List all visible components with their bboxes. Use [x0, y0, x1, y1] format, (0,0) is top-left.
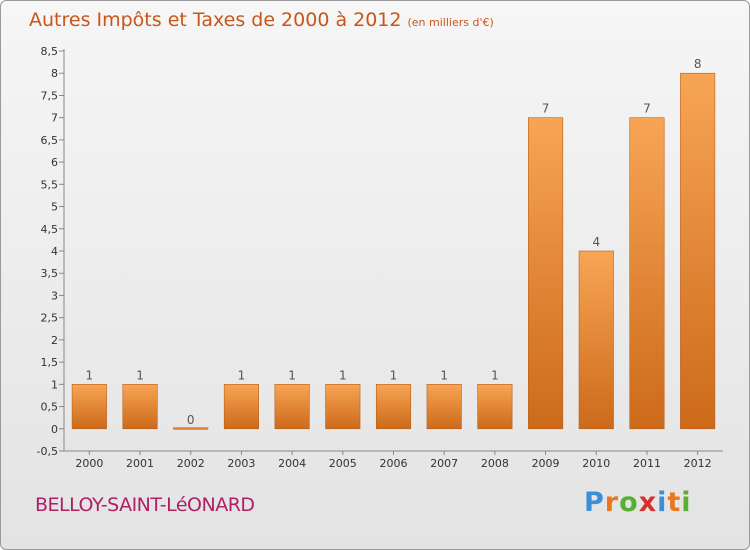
bar — [375, 384, 412, 430]
bar — [680, 72, 716, 430]
proxiti-logo[interactable]: Proxiti — [584, 487, 692, 518]
data-label: 8 — [694, 57, 702, 71]
x-tick-label: 2012 — [684, 457, 712, 470]
x-tick-label: 2002 — [177, 457, 205, 470]
logo-letter: i — [681, 487, 692, 518]
y-tick-label: 6,5 — [41, 134, 59, 147]
data-label: 7 — [643, 102, 651, 116]
y-tick-label: 5 — [51, 201, 58, 214]
logo-letter: i — [657, 487, 668, 518]
data-label: 4 — [592, 235, 600, 249]
y-tick-label: 1 — [51, 378, 58, 391]
x-tick-label: 2004 — [278, 457, 306, 470]
data-label: 7 — [542, 102, 550, 116]
bar — [528, 117, 564, 430]
bar-series — [71, 72, 716, 430]
data-label: 1 — [339, 368, 347, 382]
y-tick-label: 4,5 — [41, 223, 59, 236]
y-tick-label: 4 — [51, 245, 58, 258]
data-label: 1 — [390, 368, 398, 382]
y-tick-label: 5,5 — [41, 178, 59, 191]
x-tick-label: 2008 — [481, 457, 509, 470]
x-tick-label: 2007 — [430, 457, 458, 470]
x-tick-label: 2001 — [126, 457, 154, 470]
bar — [274, 384, 310, 430]
data-labels: 1 1 0 1 1 1 1 1 1 7 4 7 8 — [86, 57, 702, 427]
data-label: 1 — [491, 368, 499, 382]
logo-letter: t — [667, 487, 682, 518]
y-tick-label: 1,5 — [41, 356, 59, 369]
logo-letter: x — [638, 487, 658, 518]
y-tick-label: 3,5 — [41, 267, 59, 280]
y-axis-ticks: -0,5 0 0,5 1 1,5 2 2,5 3 3,5 4 4,5 5 5,5 6 6,5 7 7,5 8 8,5 — [37, 45, 64, 458]
data-label: 1 — [440, 368, 448, 382]
y-tick-label: 3 — [51, 289, 58, 302]
bar — [325, 384, 361, 430]
x-tick-label: 2011 — [633, 457, 661, 470]
y-tick-label: 0 — [51, 423, 58, 436]
data-label: 1 — [86, 368, 94, 382]
bar — [477, 384, 513, 430]
y-tick-label: 6 — [51, 156, 58, 169]
data-label: 1 — [288, 368, 296, 382]
x-tick-label: 2003 — [227, 457, 255, 470]
y-tick-label: 0,5 — [41, 401, 59, 414]
y-tick-label: 2 — [51, 334, 58, 347]
y-tick-label: -0,5 — [37, 445, 58, 458]
y-tick-label: 7 — [51, 112, 58, 125]
data-label: 1 — [136, 368, 144, 382]
x-tick-label: 2005 — [329, 457, 357, 470]
bar — [426, 384, 462, 430]
data-label: 1 — [238, 368, 246, 382]
y-tick-label: 7,5 — [41, 89, 59, 102]
y-tick-label: 8 — [51, 67, 58, 80]
chart-title-text: Autres Impôts et Taxes de 2000 à 2012 — [29, 9, 402, 31]
x-axis-ticks: 2000 2001 2002 2003 2004 2005 2006 2007 2008 2009… — [75, 451, 712, 470]
x-tick-label: 2009 — [532, 457, 560, 470]
logo-letter: P — [584, 487, 605, 518]
data-label: 0 — [187, 413, 195, 427]
bar — [223, 384, 259, 430]
bar — [629, 117, 665, 430]
logo-letter: r — [604, 487, 620, 518]
chart-subtitle: (en milliers d'€) — [407, 16, 494, 29]
bar — [122, 384, 158, 430]
bar — [173, 427, 209, 430]
logo-letter: o — [619, 487, 639, 518]
y-tick-label: 8,5 — [41, 45, 59, 58]
bar — [71, 384, 107, 430]
bar — [578, 250, 614, 430]
x-tick-label: 2010 — [582, 457, 610, 470]
y-tick-label: 2,5 — [41, 312, 59, 325]
x-tick-label: 2000 — [75, 457, 103, 470]
x-tick-label: 2006 — [380, 457, 408, 470]
chart-title: Autres Impôts et Taxes de 2000 à 2012 (en… — [29, 9, 494, 31]
place-name: BELLOY-SAINT-LéONARD — [35, 494, 255, 516]
